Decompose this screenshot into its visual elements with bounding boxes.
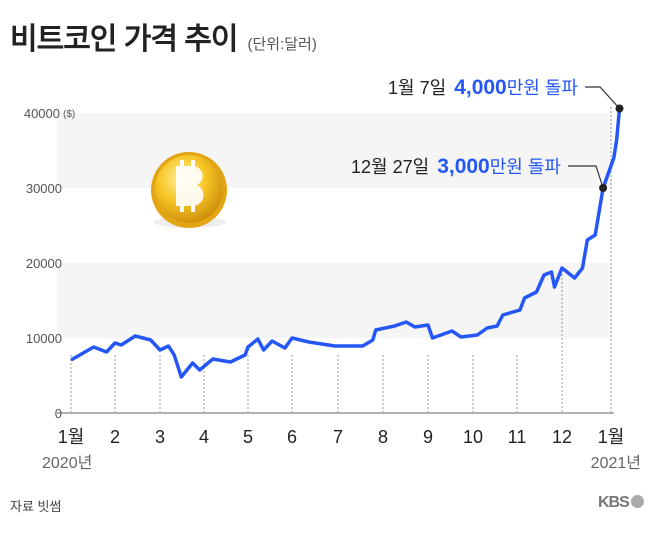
source-label: 자료 빗썸 <box>10 499 62 514</box>
y-tick-label: 30000 <box>26 181 62 196</box>
leader-line <box>585 86 620 109</box>
grid-band <box>57 263 612 338</box>
kbs-globe-icon <box>630 495 644 508</box>
annotation: 12월 27일 3,000만원 돌파 <box>351 155 608 192</box>
year-label-end: 2021년 <box>591 454 641 472</box>
grid-band <box>57 113 612 188</box>
page-title: 비트코인 가격 추이 <box>10 23 238 56</box>
x-tick-label: 8 <box>378 427 388 447</box>
x-tick-label: 12 <box>552 427 572 447</box>
leader-line <box>568 165 604 189</box>
x-tick-label: 9 <box>423 427 433 447</box>
header: 비트코인 가격 추이 (단위:달러) <box>10 14 317 58</box>
annotation-date: 12월 27일 <box>351 157 429 177</box>
annotation-text: 1월 7일 4,000만원 돌파 <box>388 76 578 99</box>
x-tick-label: 1월 <box>598 427 625 447</box>
x-tick-label: 11 <box>508 427 527 447</box>
annotation-suffix: 만원 돌파 <box>490 157 562 177</box>
x-tick-label: 10 <box>463 427 483 447</box>
logo-text: KBS <box>598 494 630 511</box>
y-tick-label: 0 <box>55 406 62 421</box>
annotation-value: 4,000 <box>454 76 507 99</box>
price-chart: 0 10000 20000 30000 40000 ($) 1월 2 3 4 5 6 7 8 9 10 11 12… <box>24 76 641 472</box>
annotation-value: 3,000 <box>437 155 490 178</box>
x-tick-label: 7 <box>333 427 343 447</box>
y-tick-label: 10000 <box>26 331 62 346</box>
x-tick-label: 6 <box>287 427 297 447</box>
y-unit-label: ($) <box>63 109 75 120</box>
price-line <box>70 108 622 379</box>
x-tick-label: 1월 <box>58 427 85 447</box>
x-tick-label: 2 <box>110 427 120 447</box>
year-label-start: 2020년 <box>42 454 92 472</box>
x-tick-label: 4 <box>199 427 209 447</box>
unit-label: (단위:달러) <box>247 36 317 53</box>
annotation-dot <box>615 104 624 113</box>
annotation-date: 1월 7일 <box>388 78 446 98</box>
y-tick-label: 20000 <box>26 256 62 271</box>
annotation-suffix: 만원 돌파 <box>507 78 579 98</box>
annotation-text: 12월 27일 3,000만원 돌파 <box>351 155 561 178</box>
y-tick-label: 40000 <box>24 106 60 121</box>
bitcoin-coin-icon <box>151 152 227 228</box>
kbs-logo: KBS <box>598 494 644 512</box>
x-tick-label: 5 <box>243 427 253 447</box>
x-tick-label: 3 <box>155 427 165 447</box>
annotation-dot <box>599 184 608 192</box>
annotation: 1월 7일 4,000만원 돌파 <box>388 76 624 113</box>
